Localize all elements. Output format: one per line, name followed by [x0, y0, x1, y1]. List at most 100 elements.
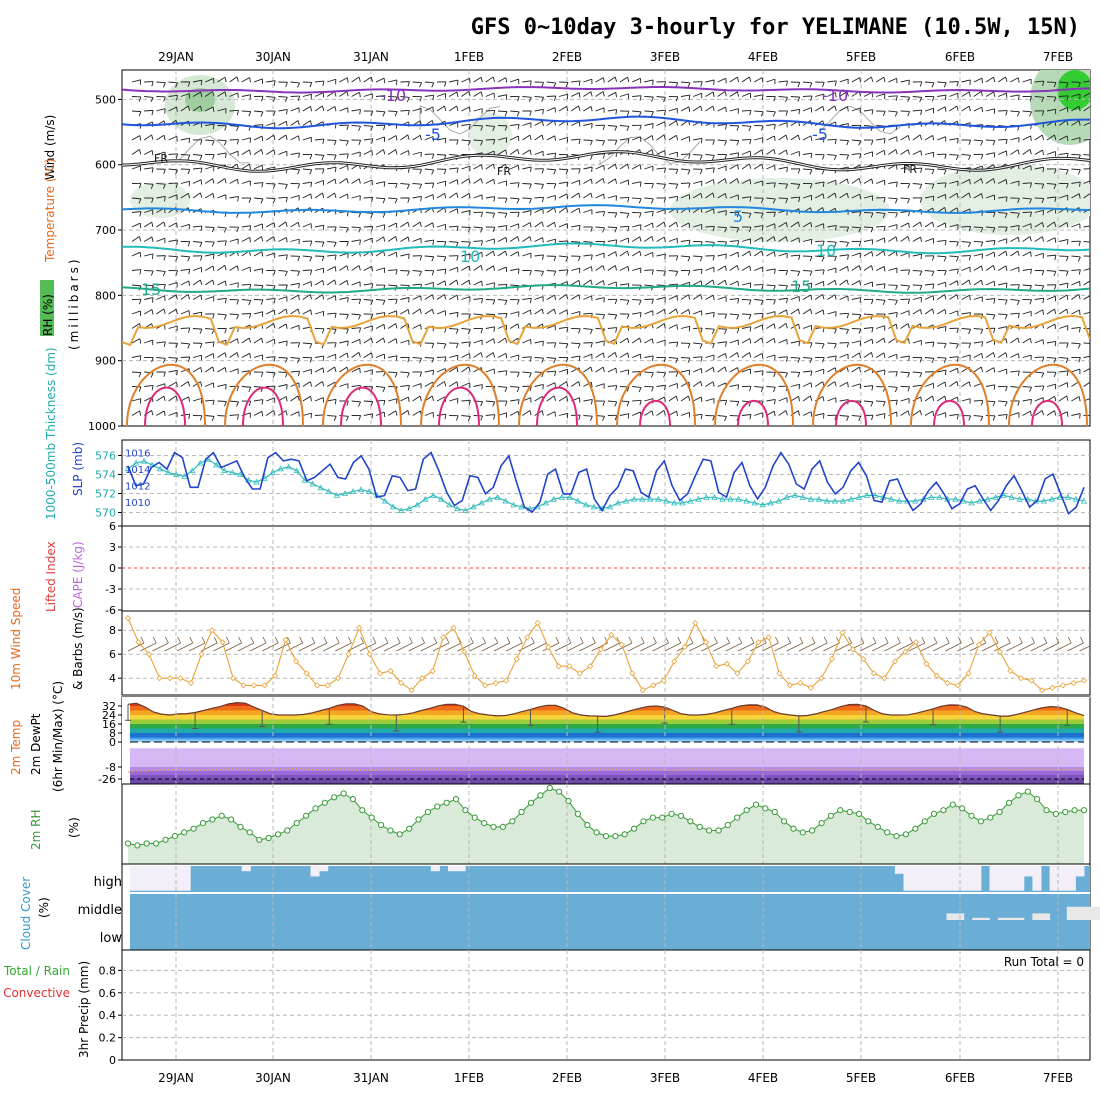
wind-barb-flag — [139, 211, 142, 217]
cloud-row-labels: high middle low — [78, 875, 123, 946]
wind-barb — [619, 283, 629, 286]
axis-label-lifted-index: Lifted Index — [44, 541, 58, 612]
wind-barb — [888, 236, 897, 242]
wind-barb — [298, 642, 315, 652]
wind-barb-flag — [724, 366, 727, 372]
wind-barb-flag — [176, 370, 178, 376]
wind-barb — [753, 250, 762, 257]
wind-barb-flag — [1017, 250, 1020, 256]
wind-barb-flag — [529, 410, 532, 416]
wind-barb — [1034, 284, 1044, 287]
wind-barb — [839, 178, 848, 184]
wind-barb — [493, 642, 511, 652]
wind-barb — [449, 311, 459, 315]
wind-barb-flag — [297, 222, 300, 228]
wind-barb — [802, 238, 812, 242]
wind-barb — [835, 642, 852, 652]
wind-barb-flag — [932, 221, 935, 227]
wind-barb-flag — [822, 240, 825, 247]
wind-barb-flag — [736, 314, 740, 320]
wind-barb — [924, 308, 933, 315]
wind-barb — [1022, 251, 1031, 257]
wind-barb-flag — [542, 109, 544, 115]
wind-barb-flag — [284, 184, 288, 190]
wind-barb-flag — [249, 237, 251, 243]
wind-barb-flag — [981, 265, 984, 271]
wind-barb — [1046, 340, 1056, 344]
wind-barb — [534, 396, 543, 402]
wind-barb — [497, 324, 507, 329]
wind-barb — [229, 352, 238, 358]
wind-barb — [839, 241, 849, 243]
wind-barb — [302, 240, 312, 242]
wind-barb-flag — [1091, 106, 1092, 111]
wind-barb-flag — [846, 226, 850, 232]
wind-barb — [680, 182, 691, 184]
wind-barb-flag — [883, 250, 886, 256]
wind-barb-flag — [468, 366, 471, 372]
wind-barb — [754, 299, 764, 301]
wind-barb — [839, 91, 848, 97]
wind-barb — [741, 138, 752, 141]
wind-barb — [741, 178, 751, 184]
wind-barb — [937, 182, 947, 184]
wind-barb — [1006, 642, 1023, 652]
wind-barb — [717, 91, 726, 97]
wind-barb — [1083, 367, 1090, 373]
wind-barb-flag — [444, 105, 447, 111]
wind-barb — [863, 125, 874, 127]
wind-barb — [815, 137, 824, 141]
wind-barb — [461, 399, 471, 402]
wind-barb-flag — [920, 167, 923, 174]
wind-barb — [875, 337, 884, 344]
wind-barb — [497, 299, 507, 301]
wind-barb-flag — [920, 396, 922, 402]
wind-barb-flag — [687, 270, 691, 276]
wind-barb — [754, 110, 764, 113]
wind-barb-flag — [1030, 411, 1032, 417]
wind-barb — [217, 91, 226, 97]
wind-barb — [571, 342, 581, 345]
wind-barb — [1058, 294, 1068, 300]
wind-barb — [668, 308, 677, 315]
rh-point — [584, 821, 591, 829]
wind-barb-flag — [212, 193, 215, 199]
wind-barb — [302, 309, 311, 315]
wind-barb-flag — [370, 338, 374, 344]
wind-barb-flag — [638, 300, 642, 305]
wind-barb-flag — [553, 395, 556, 401]
thickness-point — [904, 497, 911, 504]
wind-barb-flag — [785, 270, 789, 276]
wind-barb-flag — [1091, 368, 1092, 373]
wind-barb-flag — [626, 401, 630, 407]
thickness-point — [863, 492, 871, 498]
wind-barb — [815, 93, 825, 97]
wind-barb — [1071, 181, 1081, 184]
wind-barb — [790, 196, 800, 199]
wind-barb — [607, 239, 617, 242]
wind-barb — [668, 324, 678, 329]
wind-barb — [266, 371, 276, 374]
wind-barb — [204, 106, 214, 112]
wind-barb — [278, 308, 287, 315]
wind-barb — [876, 212, 886, 214]
wind-barb — [656, 371, 666, 374]
wind-barb-flag — [370, 314, 374, 320]
wind-barb — [375, 386, 385, 388]
wind-barb-flag — [322, 192, 325, 198]
wind-speed-point — [954, 682, 961, 689]
wind-barb — [607, 367, 617, 373]
wind-barb — [180, 368, 190, 373]
wind-barb-flag — [187, 381, 191, 387]
wind-barb-flag — [212, 91, 215, 97]
wind-barb — [741, 414, 751, 416]
wind-barb-flag — [151, 134, 154, 140]
wind-barb — [290, 238, 300, 242]
wind-barb-flag — [212, 400, 215, 406]
wind-barb-flag — [846, 140, 849, 146]
wind-barb-flag — [541, 357, 544, 363]
wind-barb-flag — [1066, 382, 1069, 388]
contour-label: -10 — [380, 86, 406, 105]
rh-shade — [920, 165, 1090, 235]
wind-barb — [851, 153, 861, 155]
